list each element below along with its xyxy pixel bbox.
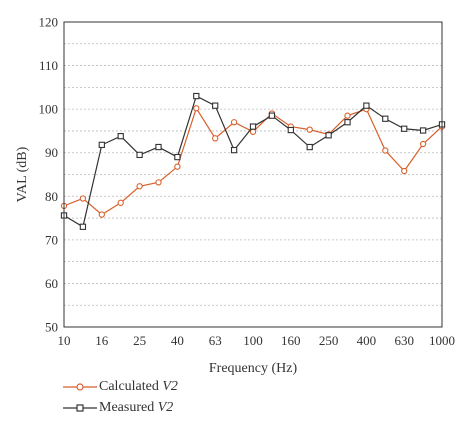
- data-point-calculated: [117, 199, 124, 206]
- data-point-measured: [249, 123, 257, 130]
- x-tick-label: 160: [281, 333, 301, 348]
- x-tick-label: 10: [58, 333, 71, 348]
- y-tick-label: 100: [39, 102, 59, 117]
- x-tick-label: 16: [95, 333, 109, 348]
- data-point-measured: [230, 146, 238, 154]
- data-point-calculated: [193, 105, 200, 112]
- legend-label-calculated: Calculated V2: [99, 378, 178, 394]
- x-tick-label: 25: [133, 333, 146, 348]
- data-point-calculated: [249, 128, 257, 135]
- y-tick-label: 70: [45, 232, 58, 247]
- data-point-measured: [363, 102, 370, 109]
- data-point-measured: [79, 223, 87, 230]
- data-point-measured: [306, 143, 313, 151]
- x-tick-label: 100: [243, 333, 263, 348]
- x-axis-label: Frequency (Hz): [209, 361, 298, 376]
- data-point-measured: [401, 125, 408, 132]
- legend-swatch-calculated: [63, 382, 97, 391]
- x-tick-label: 250: [319, 333, 339, 348]
- data-point-measured: [419, 127, 427, 134]
- data-point-measured: [98, 141, 105, 149]
- data-point-calculated: [382, 147, 389, 154]
- data-point-measured: [344, 119, 351, 126]
- legend: Calculated V2 Measured V2: [63, 376, 178, 418]
- y-tick-label: 110: [39, 58, 58, 73]
- x-tick-label: 40: [171, 333, 184, 348]
- data-point-measured: [268, 112, 276, 119]
- data-point-measured: [155, 143, 162, 151]
- legend-item-measured: Measured V2: [63, 397, 178, 418]
- data-point-measured: [193, 92, 200, 100]
- data-point-measured: [136, 151, 143, 159]
- data-point-measured: [212, 102, 219, 109]
- y-tick-label: 80: [45, 189, 58, 204]
- plot-frame: [63, 21, 443, 328]
- data-point-calculated: [174, 163, 181, 170]
- legend-label-measured: Measured V2: [99, 399, 174, 415]
- data-point-calculated: [344, 112, 351, 119]
- x-tick-label: 1000: [429, 333, 455, 348]
- data-point-measured: [287, 126, 294, 134]
- y-tick-label: 50: [45, 320, 58, 335]
- data-point-calculated: [230, 119, 238, 126]
- data-point-calculated: [306, 126, 313, 133]
- y-tick-label: 90: [45, 145, 58, 160]
- data-point-calculated: [79, 195, 87, 202]
- x-tick-label: 630: [394, 333, 414, 348]
- y-axis-label: VAL (dB): [15, 146, 30, 202]
- data-point-calculated: [212, 135, 219, 142]
- axis-ticks: 50 60 70 80 90 100 110 120 10 16 25 40 63 100 160 250 40…: [39, 15, 456, 349]
- data-point-measured: [117, 133, 124, 140]
- data-point-calculated: [98, 211, 105, 218]
- data-point-measured: [382, 115, 389, 122]
- x-tick-label: 63: [209, 333, 222, 348]
- grid: [64, 43, 442, 306]
- legend-swatch-measured: [63, 403, 97, 412]
- data-point-calculated: [401, 167, 408, 175]
- y-tick-label: 120: [39, 15, 59, 30]
- x-tick-label: 400: [357, 333, 377, 348]
- legend-item-calculated: Calculated V2: [63, 376, 178, 397]
- data-point-measured: [325, 132, 332, 139]
- data-point-calculated: [136, 183, 143, 190]
- data-point-calculated: [155, 179, 162, 186]
- data-point-calculated: [419, 140, 427, 148]
- y-tick-label: 60: [45, 276, 58, 291]
- data-point-measured: [174, 153, 181, 161]
- series-layer: [60, 92, 446, 230]
